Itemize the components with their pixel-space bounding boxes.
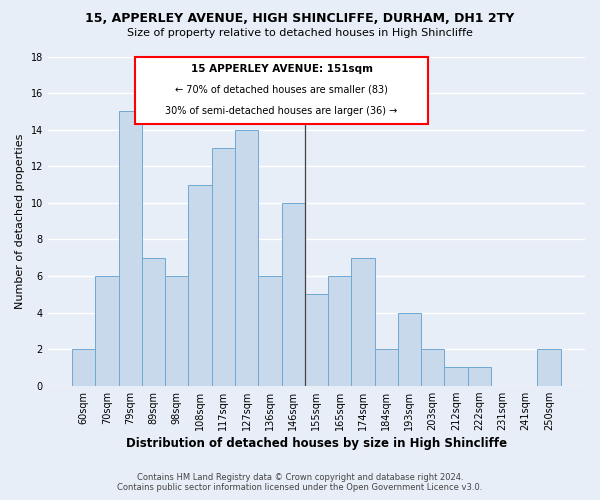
Bar: [142, 258, 165, 386]
Text: 15, APPERLEY AVENUE, HIGH SHINCLIFFE, DURHAM, DH1 2TY: 15, APPERLEY AVENUE, HIGH SHINCLIFFE, DU…: [85, 12, 515, 26]
Bar: [258, 276, 281, 386]
Bar: [95, 276, 119, 386]
Bar: [212, 148, 235, 386]
FancyBboxPatch shape: [135, 56, 428, 124]
Text: Contains HM Land Registry data © Crown copyright and database right 2024.
Contai: Contains HM Land Registry data © Crown c…: [118, 473, 482, 492]
Bar: [351, 258, 374, 386]
Bar: [421, 349, 445, 386]
Bar: [188, 184, 212, 386]
Bar: [374, 349, 398, 386]
Bar: [305, 294, 328, 386]
Text: Size of property relative to detached houses in High Shincliffe: Size of property relative to detached ho…: [127, 28, 473, 38]
Bar: [119, 112, 142, 386]
Bar: [165, 276, 188, 386]
Bar: [328, 276, 351, 386]
Text: ← 70% of detached houses are smaller (83): ← 70% of detached houses are smaller (83…: [175, 85, 388, 95]
Bar: [235, 130, 258, 386]
Bar: [467, 368, 491, 386]
Y-axis label: Number of detached properties: Number of detached properties: [15, 134, 25, 309]
Text: 30% of semi-detached houses are larger (36) →: 30% of semi-detached houses are larger (…: [166, 106, 398, 116]
Bar: [538, 349, 560, 386]
Bar: [398, 312, 421, 386]
X-axis label: Distribution of detached houses by size in High Shincliffe: Distribution of detached houses by size …: [126, 437, 507, 450]
Bar: [445, 368, 467, 386]
Bar: [72, 349, 95, 386]
Text: 15 APPERLEY AVENUE: 151sqm: 15 APPERLEY AVENUE: 151sqm: [191, 64, 373, 74]
Bar: [281, 203, 305, 386]
